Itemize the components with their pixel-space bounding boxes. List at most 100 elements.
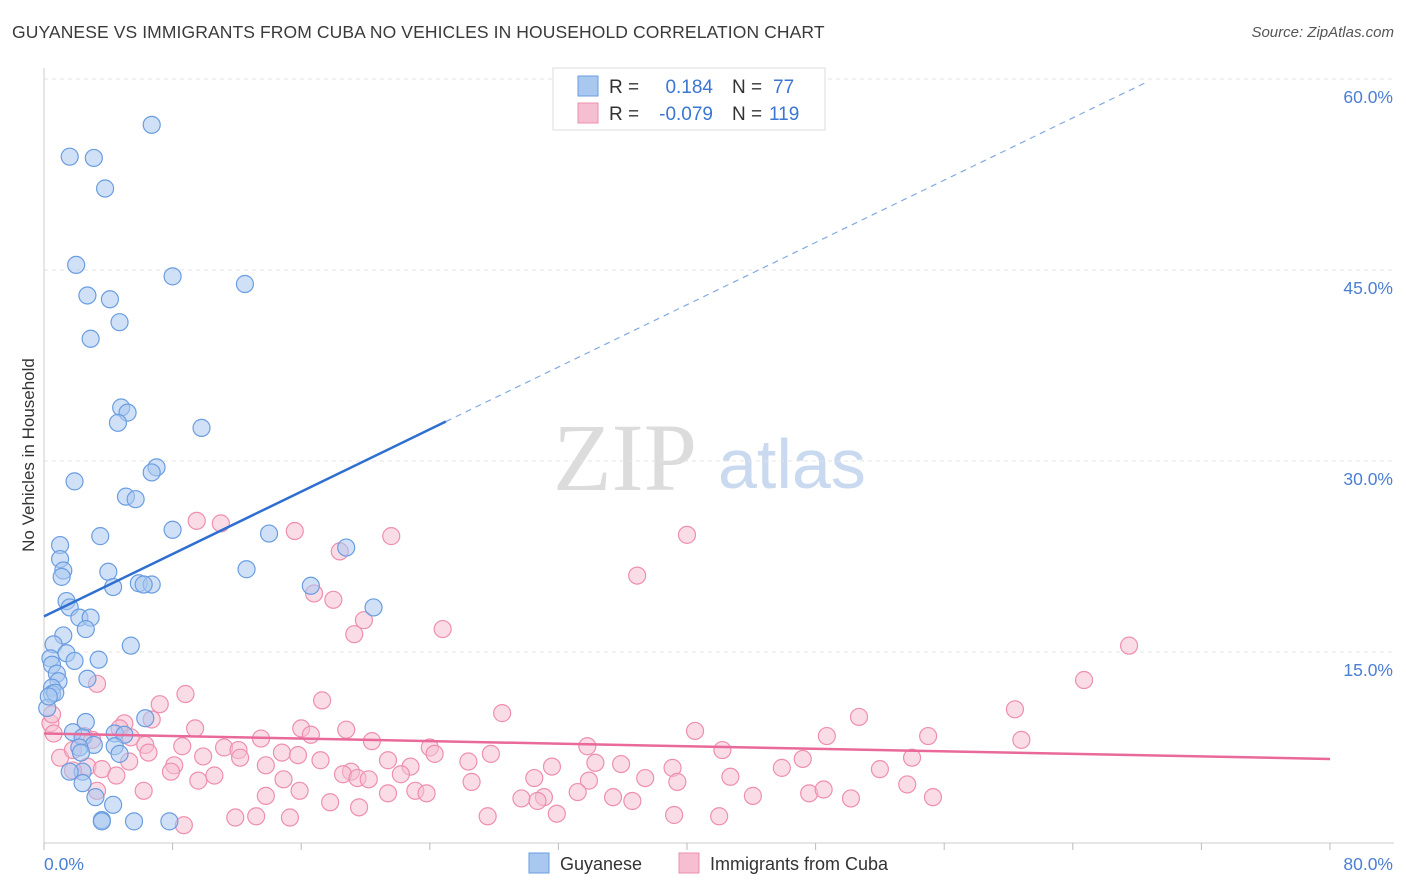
cuba-point-76 (189, 771, 208, 790)
cuba-point-93 (290, 781, 309, 800)
guyanese-point-19 (126, 490, 145, 509)
cuba-point-96 (417, 784, 436, 803)
guyanese-point-10 (81, 329, 100, 348)
guyanese-point-1 (60, 147, 79, 166)
cuba-point-44 (685, 721, 705, 741)
guyanese-point-70 (104, 795, 123, 814)
cuba-point-17 (150, 695, 169, 714)
chart-title: GUYANESE VS IMMIGRANTS FROM CUBA NO VEHI… (12, 22, 825, 42)
guyanese-trend-line (43, 420, 447, 618)
guyanese-point-34 (301, 576, 320, 595)
cuba-point-108 (280, 808, 300, 827)
cuba-point-58 (256, 756, 275, 775)
guyanese-point-67 (60, 762, 79, 781)
guyanese-point-23 (337, 538, 356, 557)
cuba-point-109 (321, 793, 340, 812)
guyanese-point-71 (124, 812, 144, 831)
cuba-point-101 (623, 791, 642, 811)
cuba-point-19 (1005, 700, 1025, 719)
cuba-point-116 (923, 788, 943, 807)
cuba-point-3 (382, 527, 401, 546)
cuba-point-104 (814, 780, 833, 799)
cuba-point-10 (433, 619, 452, 639)
guyanese-point-6 (235, 274, 255, 294)
cuba-point-111 (478, 807, 497, 826)
cuba-point-78 (274, 770, 293, 789)
cuba-point-92 (256, 786, 275, 805)
cuba-point-106 (226, 808, 245, 827)
guyanese-point-68 (73, 774, 92, 793)
cuba-point-11 (345, 625, 364, 644)
cuba-point-75 (161, 762, 181, 781)
cuba-point-110 (349, 798, 369, 817)
cuba-point-91 (134, 781, 153, 800)
source-label: Source: ZipAtlas.com (1251, 24, 1394, 41)
cuba-point-81 (359, 770, 378, 789)
cuba-point-37 (272, 743, 292, 762)
cuba-point-107 (247, 807, 266, 826)
cuba-point-70 (793, 749, 812, 769)
guyanese-point-0 (142, 115, 161, 134)
cuba-point-71 (870, 760, 890, 779)
guyanese-point-2 (84, 148, 103, 168)
cuba-point-12 (1119, 636, 1139, 655)
cuba-point-8 (324, 590, 343, 609)
cuba-point-13 (1074, 670, 1094, 690)
trend-lines (43, 82, 1331, 761)
cuba-points (41, 511, 1139, 835)
guyanese-point-22 (91, 527, 110, 546)
guyanese-point-21 (259, 524, 279, 543)
y-tick-label-2: 45.0% (1343, 278, 1393, 298)
cuba-point-6 (628, 566, 647, 585)
bottom-legend-swatch-guyanese (528, 852, 550, 874)
guyanese-point-33 (134, 575, 153, 594)
guyanese-trend-extension (445, 82, 1146, 423)
cuba-point-48 (1012, 730, 1031, 749)
top-legend: R = 0.184 N = 77 R = -0.079 N = 119 (552, 67, 826, 131)
cuba-point-97 (512, 789, 531, 808)
cuba-point-43 (578, 737, 597, 756)
watermark-zip: ZIP (553, 404, 697, 511)
cuba-point-85 (579, 771, 599, 790)
cuba-point-41 (425, 744, 444, 763)
guyanese-point-16 (142, 463, 161, 482)
cuba-point-100 (603, 788, 623, 807)
guyanese-point-29 (52, 567, 71, 586)
legend-r-value-1: 0.184 (665, 77, 713, 98)
cuba-point-113 (665, 805, 684, 825)
guyanese-point-69 (86, 788, 105, 807)
guyanese-point-26 (237, 560, 256, 579)
guyanese-point-3 (95, 179, 115, 198)
cuba-point-82 (391, 765, 410, 784)
cuba-point-84 (525, 768, 544, 788)
y-tick-label-3: 60.0% (1343, 87, 1393, 107)
cuba-point-15 (176, 684, 195, 704)
guyanese-point-65 (110, 744, 129, 763)
cuba-point-45 (713, 740, 732, 760)
guyanese-point-46 (65, 651, 84, 671)
guyanese-point-8 (100, 290, 120, 309)
cuba-point-56 (194, 747, 213, 766)
cuba-point-2 (285, 521, 304, 541)
cuba-point-4 (677, 525, 697, 544)
cuba-point-83 (462, 772, 481, 791)
cuba-point-77 (205, 766, 224, 785)
y-axis-label: No Vehicles in Household (19, 358, 38, 552)
guyanese-point-14 (192, 418, 211, 437)
guyanese-point-47 (89, 650, 108, 669)
cuba-point-94 (378, 784, 398, 803)
guyanese-points (38, 115, 383, 831)
cuba-point-66 (586, 753, 605, 772)
cuba-point-9 (354, 611, 373, 630)
cuba-point-20 (849, 707, 869, 727)
cuba-point-54 (139, 743, 158, 762)
legend-n-value-1: 77 (773, 77, 794, 98)
cuba-point-16 (312, 691, 332, 710)
cuba-point-59 (288, 746, 308, 765)
cuba-point-112 (547, 804, 566, 823)
cuba-point-102 (743, 786, 763, 805)
cuba-point-105 (841, 789, 861, 808)
guyanese-point-63 (71, 743, 91, 762)
cuba-point-117 (528, 791, 547, 811)
cuba-point-42 (481, 744, 500, 763)
